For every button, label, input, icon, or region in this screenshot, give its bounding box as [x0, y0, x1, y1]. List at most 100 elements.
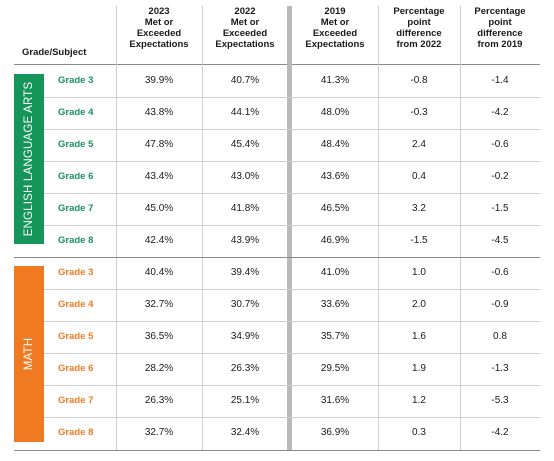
column-divider [460, 6, 461, 450]
value-2023: 40.4% [144, 267, 174, 278]
value-2023: 47.8% [144, 139, 174, 150]
diff-from-2019: -4.2 [491, 107, 509, 118]
value-2019: 31.6% [320, 395, 350, 406]
value-2022: 43.0% [230, 171, 260, 182]
diff-from-2019: -5.3 [491, 395, 509, 406]
header-grade-subject: Grade/Subject [22, 47, 87, 58]
value-2019: 35.7% [320, 331, 350, 342]
row-divider [14, 97, 540, 98]
value-2019: 41.0% [320, 267, 350, 278]
grade-label: Grade 8 [58, 427, 94, 438]
diff-from-2019: -4.2 [491, 427, 509, 438]
diff-from-2022: 1.2 [412, 395, 426, 406]
row-divider [14, 321, 540, 322]
diff-from-2019: -0.6 [491, 139, 509, 150]
value-2019: 46.5% [320, 203, 350, 214]
grade-label: Grade 3 [58, 267, 94, 278]
grade-label: Grade 7 [58, 203, 94, 214]
header-diff-2022: Percentage point difference from 2022 [393, 6, 445, 50]
diff-from-2022: -1.5 [410, 235, 428, 246]
value-2023: 36.5% [144, 331, 174, 342]
grade-label: Grade 3 [58, 75, 94, 86]
header-2023: 2023 Met or Exceeded Expectations [129, 6, 189, 50]
diff-from-2019: -0.9 [491, 299, 509, 310]
diff-from-2019: 0.8 [493, 331, 507, 342]
value-2019: 46.9% [320, 235, 350, 246]
value-2023: 26.3% [144, 395, 174, 406]
table-row: Grade 3 40.4% 39.4% 41.0% 1.0 -0.6 [0, 257, 554, 289]
value-2019: 48.4% [320, 139, 350, 150]
diff-from-2022: 1.0 [412, 267, 426, 278]
row-divider [14, 225, 540, 226]
row-divider [14, 161, 540, 162]
value-2022: 44.1% [230, 107, 260, 118]
grade-label: Grade 6 [58, 171, 94, 182]
table-row: Grade 8 42.4% 43.9% 46.9% -1.5 -4.5 [0, 225, 554, 257]
value-2019: 48.0% [320, 107, 350, 118]
value-2019: 33.6% [320, 299, 350, 310]
value-2023: 42.4% [144, 235, 174, 246]
diff-from-2022: 2.4 [412, 139, 426, 150]
value-2022: 41.8% [230, 203, 260, 214]
value-2022: 34.9% [230, 331, 260, 342]
grade-label: Grade 6 [58, 363, 94, 374]
value-2022: 25.1% [230, 395, 260, 406]
header-diff-2019: Percentage point difference from 2019 [474, 6, 526, 50]
diff-from-2022: 2.0 [412, 299, 426, 310]
table-row: Grade 5 36.5% 34.9% 35.7% 1.6 0.8 [0, 321, 554, 353]
value-2022: 26.3% [230, 363, 260, 374]
diff-from-2019: -4.5 [491, 235, 509, 246]
subject-divider [14, 257, 540, 258]
table-bottom-border [14, 450, 540, 451]
header-2019: 2019 Met or Exceeded Expectations [305, 6, 365, 50]
value-2022: 30.7% [230, 299, 260, 310]
table-row: Grade 3 39.9% 40.7% 41.3% -0.8 -1.4 [0, 65, 554, 97]
diff-from-2022: -0.3 [410, 107, 428, 118]
row-divider [14, 385, 540, 386]
column-divider [378, 6, 379, 450]
value-2023: 39.9% [144, 75, 174, 86]
row-divider [14, 193, 540, 194]
grade-label: Grade 4 [58, 107, 94, 118]
diff-from-2022: -0.8 [410, 75, 428, 86]
diff-from-2022: 0.3 [412, 427, 426, 438]
value-2019: 43.6% [320, 171, 350, 182]
table-row: Grade 5 47.8% 45.4% 48.4% 2.4 -0.6 [0, 129, 554, 161]
grade-label: Grade 5 [58, 139, 94, 150]
diff-from-2022: 0.4 [412, 171, 426, 182]
row-divider [14, 289, 540, 290]
column-divider [202, 6, 203, 450]
column-divider [116, 6, 117, 450]
row-divider [14, 417, 540, 418]
diff-from-2022: 1.6 [412, 331, 426, 342]
diff-from-2022: 1.9 [412, 363, 426, 374]
table-row: Grade 7 45.0% 41.8% 46.5% 3.2 -1.5 [0, 193, 554, 225]
math-subject-band: MATH [14, 266, 44, 442]
grade-label: Grade 8 [58, 235, 94, 246]
table-row: Grade 4 43.8% 44.1% 48.0% -0.3 -4.2 [0, 97, 554, 129]
grade-label: Grade 4 [58, 299, 94, 310]
table-row: Grade 6 28.2% 26.3% 29.5% 1.9 -1.3 [0, 353, 554, 385]
value-2023: 28.2% [144, 363, 174, 374]
diff-from-2019: -1.3 [491, 363, 509, 374]
value-2022: 40.7% [230, 75, 260, 86]
value-2023: 45.0% [144, 203, 174, 214]
table-row: Grade 4 32.7% 30.7% 33.6% 2.0 -0.9 [0, 289, 554, 321]
diff-from-2019: -0.6 [491, 267, 509, 278]
table-row: Grade 8 32.7% 32.4% 36.9% 0.3 -4.2 [0, 417, 554, 449]
diff-from-2019: -1.4 [491, 75, 509, 86]
value-2019: 36.9% [320, 427, 350, 438]
value-2019: 41.3% [320, 75, 350, 86]
header-2022: 2022 Met or Exceeded Expectations [215, 6, 275, 50]
row-divider [14, 353, 540, 354]
value-2019: 29.5% [320, 363, 350, 374]
value-2023: 43.8% [144, 107, 174, 118]
value-2022: 32.4% [230, 427, 260, 438]
value-2022: 45.4% [230, 139, 260, 150]
value-2023: 32.7% [144, 299, 174, 310]
column-divider-thick [287, 6, 292, 450]
value-2022: 39.4% [230, 267, 260, 278]
table-row: Grade 6 43.4% 43.0% 43.6% 0.4 -0.2 [0, 161, 554, 193]
value-2023: 32.7% [144, 427, 174, 438]
